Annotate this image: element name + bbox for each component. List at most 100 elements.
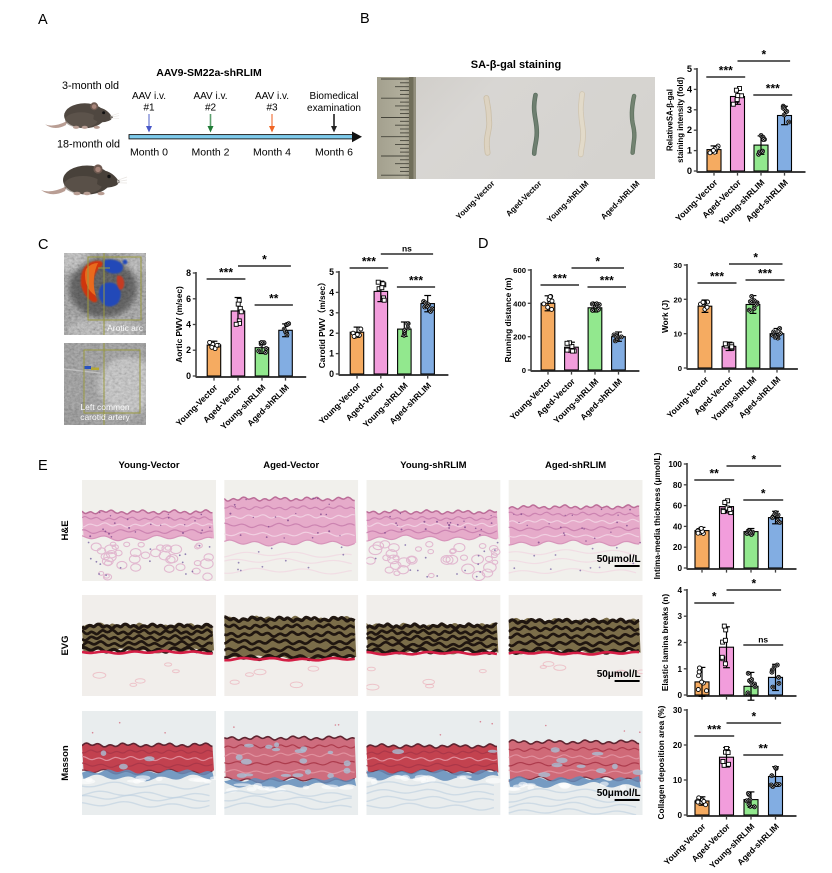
svg-text:AAV i.v.: AAV i.v.: [132, 91, 166, 102]
svg-text:40: 40: [673, 522, 683, 531]
svg-text:Young-shRLIM: Young-shRLIM: [400, 460, 466, 471]
svg-text:0: 0: [677, 691, 682, 700]
svg-text:0: 0: [677, 564, 682, 573]
svg-text:0: 0: [522, 366, 526, 375]
svg-text:50μmol/L: 50μmol/L: [597, 554, 641, 565]
svg-text:examination: examination: [307, 103, 361, 114]
svg-text:50μmol/L: 50μmol/L: [597, 788, 641, 799]
svg-text:***: ***: [219, 266, 233, 280]
svg-text:30: 30: [673, 706, 683, 715]
svg-text:4: 4: [677, 586, 682, 595]
svg-text:AAV i.v.: AAV i.v.: [255, 91, 289, 102]
svg-text:#2: #2: [205, 103, 217, 114]
svg-text:3-month old: 3-month old: [62, 80, 119, 92]
svg-text:3: 3: [329, 308, 334, 318]
svg-text:Month 4: Month 4: [253, 147, 291, 159]
svg-text:2: 2: [687, 125, 692, 135]
svg-text:Aged-shRLIM: Aged-shRLIM: [744, 177, 790, 223]
svg-text:Left common: Left common: [80, 402, 129, 412]
svg-text:60: 60: [673, 502, 683, 511]
svg-text:20: 20: [673, 543, 683, 552]
svg-text:***: ***: [766, 82, 780, 96]
svg-text:400: 400: [513, 299, 526, 308]
svg-text:C: C: [38, 237, 48, 253]
svg-text:0: 0: [687, 166, 692, 176]
svg-text:10: 10: [673, 330, 682, 339]
svg-text:***: ***: [710, 270, 724, 284]
svg-text:Aged-shRLIM: Aged-shRLIM: [387, 380, 433, 426]
svg-text:Biomedical: Biomedical: [310, 91, 359, 102]
svg-text:RelativeSA-β-gal: RelativeSA-β-gal: [665, 89, 674, 151]
svg-text:***: ***: [758, 267, 772, 281]
svg-text:1: 1: [677, 665, 682, 674]
svg-text:1: 1: [687, 146, 692, 156]
svg-text:4: 4: [687, 84, 693, 94]
svg-text:Aged-shRLIM: Aged-shRLIM: [245, 382, 291, 428]
svg-text:B: B: [360, 11, 370, 27]
svg-text:30: 30: [673, 261, 682, 270]
svg-text:Carotid PWV（m/sec）: Carotid PWV（m/sec）: [317, 278, 327, 368]
svg-text:5: 5: [329, 267, 334, 277]
svg-text:ns: ns: [758, 635, 768, 645]
svg-text:5: 5: [687, 64, 692, 74]
svg-text:*: *: [595, 255, 600, 269]
svg-text:2: 2: [329, 328, 334, 338]
svg-text:*: *: [751, 453, 756, 467]
svg-text:H&E: H&E: [60, 520, 71, 540]
svg-text:10: 10: [673, 776, 683, 785]
svg-text:*: *: [262, 253, 267, 267]
svg-text:carotid artery: carotid artery: [80, 412, 130, 422]
svg-text:Young-shRLIM: Young-shRLIM: [545, 179, 591, 225]
svg-text:**: **: [269, 292, 279, 306]
svg-text:4: 4: [329, 287, 334, 297]
svg-text:***: ***: [409, 274, 423, 288]
svg-text:Aortic PWV (m/sec): Aortic PWV (m/sec): [174, 286, 184, 363]
svg-text:3: 3: [677, 612, 682, 621]
svg-text:3: 3: [687, 105, 692, 115]
svg-text:Young-Vector: Young-Vector: [454, 179, 496, 221]
svg-text:200: 200: [513, 333, 526, 342]
svg-text:8: 8: [186, 268, 191, 278]
svg-text:18-month old: 18-month old: [57, 139, 120, 151]
svg-text:***: ***: [707, 723, 721, 737]
svg-text:Month 2: Month 2: [192, 147, 230, 159]
svg-text:#1: #1: [143, 103, 155, 114]
svg-text:Masson: Masson: [60, 745, 71, 781]
svg-text:*: *: [753, 251, 758, 265]
svg-text:4: 4: [186, 320, 191, 330]
svg-text:Aged-shRLIM: Aged-shRLIM: [578, 376, 624, 422]
svg-text:20: 20: [673, 295, 682, 304]
svg-text:100: 100: [668, 460, 682, 469]
svg-text:2: 2: [186, 345, 191, 355]
svg-text:**: **: [759, 742, 769, 756]
svg-text:*: *: [761, 48, 766, 62]
svg-text:6: 6: [186, 294, 191, 304]
svg-text:***: ***: [719, 64, 733, 78]
svg-text:2: 2: [677, 639, 682, 648]
svg-text:0: 0: [678, 364, 682, 373]
svg-text:***: ***: [362, 255, 376, 269]
svg-text:***: ***: [553, 272, 567, 286]
svg-text:Intima-media thickness (μmol/L: Intima-media thickness (μmol/L): [652, 452, 662, 579]
svg-text:AAV9-SM22a-shRLIM: AAV9-SM22a-shRLIM: [156, 67, 262, 79]
svg-text:Aged-shRLIM: Aged-shRLIM: [545, 460, 606, 471]
svg-text:0: 0: [329, 369, 334, 379]
svg-text:80: 80: [673, 481, 683, 490]
svg-text:Collagen deposition area (%): Collagen deposition area (%): [656, 705, 666, 819]
svg-text:Aged-shRLIM: Aged-shRLIM: [599, 179, 642, 222]
svg-text:*: *: [751, 710, 756, 724]
svg-text:SA-β-gal staining: SA-β-gal staining: [471, 59, 561, 71]
svg-text:0: 0: [186, 371, 191, 381]
svg-text:**: **: [710, 467, 720, 481]
svg-text:*: *: [712, 590, 717, 604]
svg-text:EVG: EVG: [60, 635, 71, 655]
svg-text:Elastic lamina breaks (n): Elastic lamina breaks (n): [660, 594, 670, 692]
svg-text:50μmol/L: 50μmol/L: [597, 669, 641, 680]
svg-text:Arotic arc: Arotic arc: [107, 323, 144, 333]
svg-text:E: E: [38, 458, 48, 474]
svg-text:Young-Vector: Young-Vector: [118, 460, 179, 471]
svg-text:staining intensity (fold): staining intensity (fold): [676, 77, 685, 163]
svg-text:600: 600: [513, 266, 526, 275]
svg-text:0: 0: [677, 811, 682, 820]
svg-text:#3: #3: [266, 103, 278, 114]
